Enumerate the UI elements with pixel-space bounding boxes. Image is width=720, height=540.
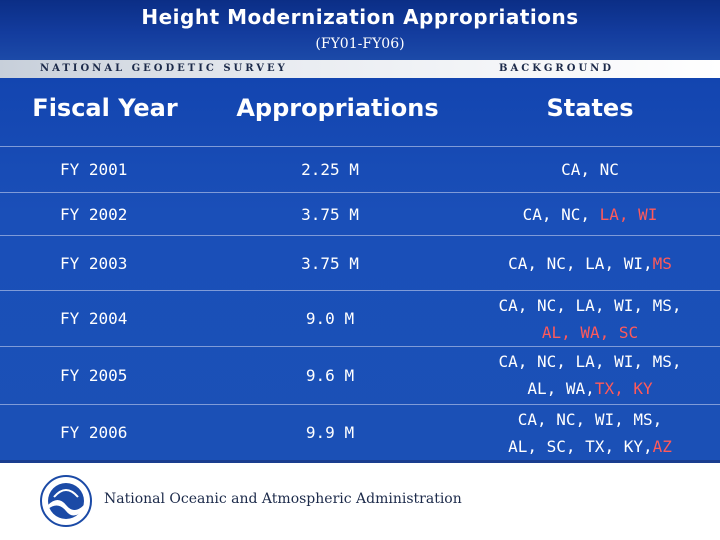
states-new-text: MS <box>652 254 672 273</box>
states-text: CA, NC, LA, WI, MS, <box>498 352 682 371</box>
states-line: CA, NC, LA, WI,MS <box>460 250 720 277</box>
states-text: CA, NC, LA, WI, MS, <box>498 296 682 315</box>
column-header-states: States <box>546 94 634 122</box>
cell-states: CA, NC, LA, WI <box>460 201 720 228</box>
cell-states: CA, NC, LA, WI,MS <box>460 250 720 277</box>
states-text: CA, NC, <box>522 205 600 224</box>
cell-fiscal-year: FY 2003 <box>60 254 128 273</box>
table-row: FY 2001 2.25 M CA, NC <box>0 146 720 193</box>
states-line: AL, WA, SC <box>460 319 720 346</box>
states-text: CA, NC, WI, MS, <box>517 410 663 429</box>
states-new-text: AZ <box>652 437 672 456</box>
states-line: AL, SC, TX, KY,AZ <box>460 433 720 460</box>
cell-appropriation: 9.0 M <box>305 309 355 328</box>
states-line: CA, NC, LA, WI, MS, <box>460 292 720 319</box>
noaa-footer-text: National Oceanic and Atmospheric Adminis… <box>104 491 462 507</box>
footer: National Oceanic and Atmospheric Adminis… <box>0 463 720 540</box>
cell-fiscal-year: FY 2006 <box>60 423 128 442</box>
states-text: CA, NC, LA, WI, <box>508 254 653 273</box>
cell-fiscal-year: FY 2004 <box>60 309 128 328</box>
cell-states: CA, NC, LA, WI, MS, AL, WA, SC <box>460 292 720 346</box>
cell-fiscal-year: FY 2005 <box>60 366 128 385</box>
table-row: FY 2003 3.75 M CA, NC, LA, WI,MS <box>0 235 720 291</box>
cell-fiscal-year: FY 2001 <box>60 160 128 179</box>
slide-subtitle: (FY01-FY06) <box>315 36 405 52</box>
cell-states: CA, NC, LA, WI, MS, AL, WA,TX, KY <box>460 348 720 402</box>
states-text: CA, NC <box>561 160 619 179</box>
slide-title: Height Modernization Appropriations <box>141 5 579 29</box>
states-new-text: AL, WA, SC <box>541 323 639 342</box>
cell-appropriation: 9.6 M <box>305 366 355 385</box>
ngs-banner: NATIONAL GEODETIC SURVEY BACKGROUND <box>0 60 720 79</box>
table-row: FY 2006 9.9 M CA, NC, WI, MS, AL, SC, TX, K… <box>0 404 720 461</box>
table-row: FY 2002 3.75 M CA, NC, LA, WI <box>0 192 720 236</box>
table-bottom-rule <box>0 460 720 463</box>
cell-appropriation: 2.25 M <box>301 160 359 179</box>
states-line: CA, NC, LA, WI, MS, <box>460 348 720 375</box>
cell-appropriation: 3.75 M <box>301 254 359 273</box>
states-new-text: LA, WI <box>599 205 658 224</box>
cell-fiscal-year: FY 2002 <box>60 205 128 224</box>
states-line: AL, WA,TX, KY <box>460 375 720 402</box>
states-text: AL, SC, TX, KY, <box>508 437 653 456</box>
cell-states: CA, NC <box>460 156 720 183</box>
cell-appropriation: 3.75 M <box>301 205 359 224</box>
states-line: CA, NC, LA, WI <box>460 201 720 228</box>
column-header-appropriations: Appropriations <box>236 94 439 122</box>
banner-left-text: NATIONAL GEODETIC SURVEY <box>40 63 288 74</box>
appropriations-table: Fiscal Year Appropriations States FY 200… <box>0 78 720 463</box>
cell-states: CA, NC, WI, MS, AL, SC, TX, KY,AZ <box>460 406 720 460</box>
states-new-text: TX, KY <box>594 379 653 398</box>
slide-header: Height Modernization Appropriations (FY0… <box>0 0 720 60</box>
table-row: FY 2005 9.6 M CA, NC, LA, WI, MS, AL, WA,TX… <box>0 346 720 405</box>
noaa-logo-icon <box>40 475 92 527</box>
states-line: CA, NC, WI, MS, <box>460 406 720 433</box>
banner-right-text: BACKGROUND <box>499 63 614 74</box>
cell-appropriation: 9.9 M <box>305 423 355 442</box>
states-line: CA, NC <box>460 156 720 183</box>
states-text: AL, WA, <box>527 379 595 398</box>
column-header-fiscal-year: Fiscal Year <box>32 94 178 122</box>
table-row: FY 2004 9.0 M CA, NC, LA, WI, MS, AL, WA, S… <box>0 290 720 347</box>
